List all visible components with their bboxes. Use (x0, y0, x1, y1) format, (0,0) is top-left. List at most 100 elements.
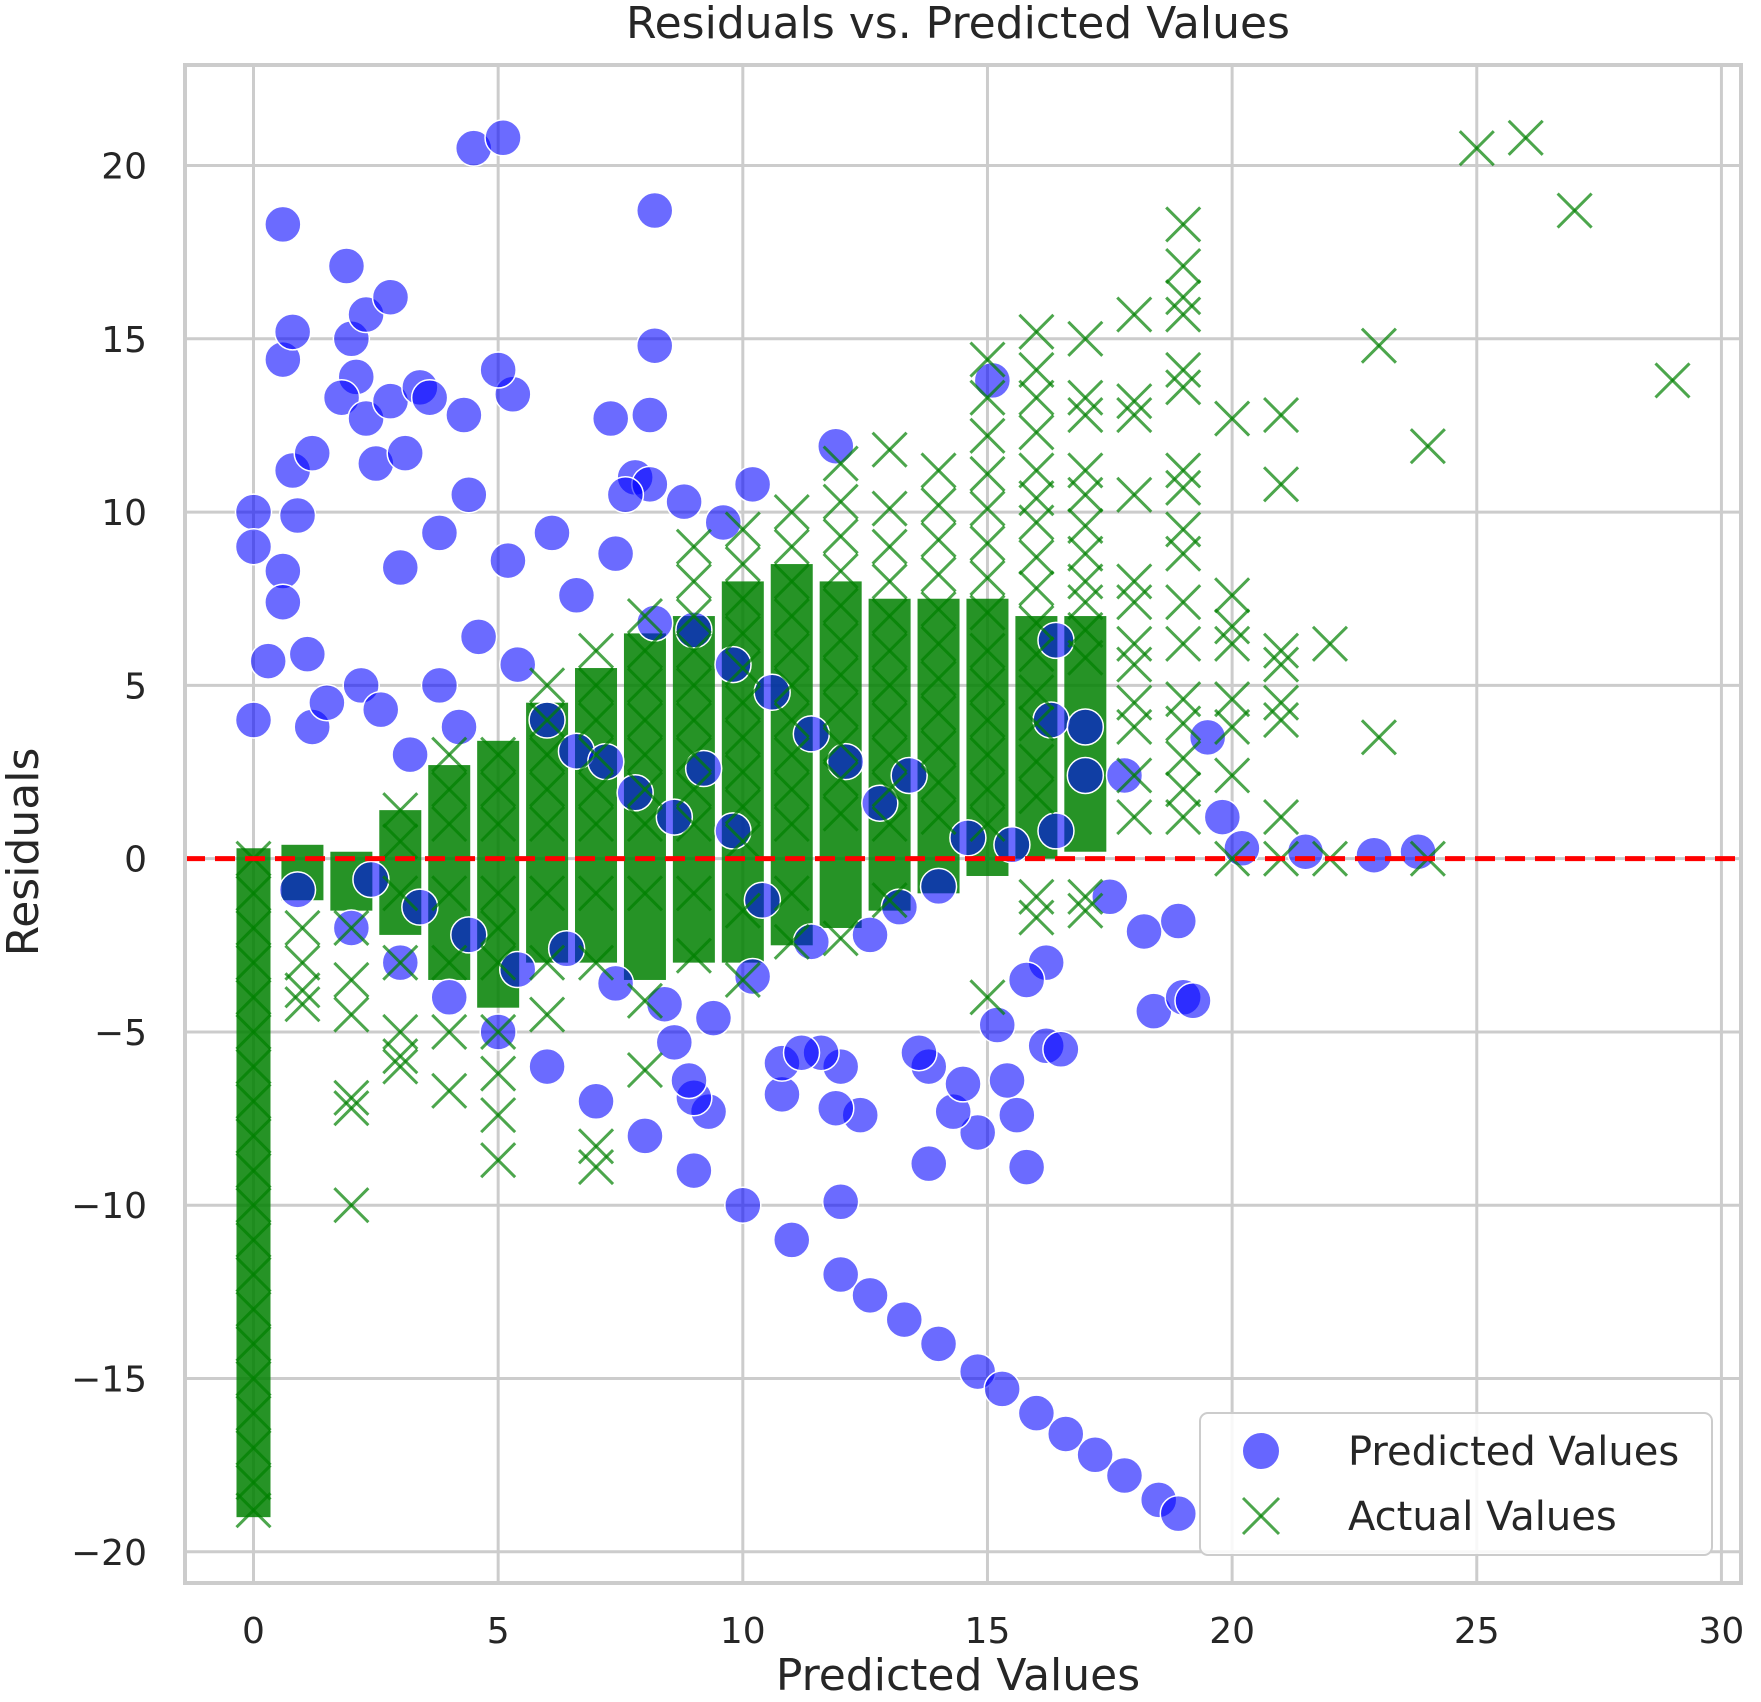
grid-lines (185, 65, 1741, 1583)
predicted-value-point (587, 742, 625, 781)
actual-value-point (284, 986, 321, 1023)
predicted-value-point (1007, 961, 1046, 999)
actual-value-point (1165, 625, 1202, 662)
actual-value-point (1018, 604, 1055, 642)
actual-value-point (1067, 476, 1104, 513)
legend-predicted-label: Predicted Values (1348, 1429, 1679, 1475)
y-axis-ticks: −20 −15 −10 −5 0 5 10 15 20 (71, 147, 147, 1574)
predicted-value-point (391, 735, 429, 774)
actual-value-point (822, 920, 859, 957)
actual-value-point (235, 979, 272, 1016)
actual-value-point (235, 1464, 272, 1501)
legend-actual-marker (1241, 1496, 1281, 1536)
predicted-value-point (694, 999, 733, 1037)
actual-value-point (1018, 705, 1055, 742)
predicted-value-point (851, 916, 889, 954)
actual-value-point (675, 528, 712, 565)
predicted-value-point (704, 503, 742, 542)
x-tick-label: 25 (1454, 1611, 1500, 1652)
actual-value-point (1018, 899, 1055, 936)
actual-value-point (1214, 757, 1251, 794)
predicted-value-point (1203, 798, 1242, 836)
actual-value-point (431, 944, 468, 981)
actual-value-point (626, 771, 664, 808)
actual-value-point (1116, 646, 1153, 683)
actual-value-point (1165, 452, 1202, 489)
actual-value-point (675, 736, 712, 773)
actual-value-point (1214, 681, 1251, 718)
actual-value-point (920, 556, 957, 593)
y-axis-title: Residuals (0, 748, 49, 957)
predicted-value-point (1159, 902, 1198, 940)
actual-value-point (235, 1083, 272, 1120)
actual-value-point (1116, 383, 1153, 420)
predicted-value-point (655, 1023, 694, 1062)
actual-value-point (969, 701, 1006, 739)
actual-value-point (1018, 743, 1055, 780)
predicted-value-point (352, 860, 390, 899)
predicted-value-point (547, 930, 586, 968)
actual-value-point (626, 805, 664, 843)
actual-value-point (529, 701, 566, 739)
actual-value-point (1360, 719, 1397, 756)
y-tick-label: −10 (71, 1186, 147, 1227)
predicted-value-point (249, 642, 287, 680)
actual-value-point (724, 511, 761, 548)
actual-value-point (626, 1052, 664, 1089)
actual-value-point (382, 792, 419, 829)
actual-value-point (969, 525, 1006, 562)
actual-value-point (1165, 296, 1202, 333)
predicted-value-point (264, 583, 302, 621)
predicted-value-point (821, 1255, 860, 1294)
actual-value-point (529, 944, 566, 981)
actual-value-point (773, 701, 810, 739)
actual-value-point (1165, 584, 1202, 621)
actual-value-point (773, 632, 810, 669)
predicted-value-point (327, 247, 366, 285)
predicted-value-point (635, 191, 674, 230)
predicted-value-point (498, 645, 537, 684)
predicted-value-point (577, 1082, 615, 1121)
actual-value-point (626, 597, 664, 635)
actual-value-point (773, 923, 810, 960)
actual-value-point (1165, 279, 1202, 316)
actual-value-point (1067, 892, 1104, 929)
actual-value-point (871, 632, 908, 669)
actual-value-point (1165, 705, 1202, 742)
actual-value-point (724, 615, 761, 652)
actual-value-point (235, 1152, 272, 1189)
actual-value-point (871, 701, 908, 739)
predicted-value-point (1399, 832, 1437, 871)
predicted-value-point (459, 618, 498, 656)
predicted-value-point (606, 476, 645, 514)
predicted-value-point (498, 950, 537, 989)
predicted-value-point (234, 527, 273, 566)
actual-value-point (675, 563, 712, 600)
predicted-value-point (1188, 718, 1227, 757)
actual-value-point (773, 494, 810, 531)
actual-value-point (1214, 577, 1251, 614)
predicted-value-point (817, 1089, 855, 1127)
predicted-value-point (988, 1061, 1026, 1100)
predicted-value-point (234, 701, 273, 739)
x-tick-label: 20 (1209, 1611, 1255, 1652)
predicted-value-point (278, 496, 317, 535)
actual-value-point (480, 909, 517, 947)
predicted-value-point (724, 1186, 762, 1224)
actual-value-point (626, 982, 664, 1019)
x-tick-label: 15 (965, 1611, 1011, 1652)
actual-value-point (1067, 320, 1104, 357)
actual-value-point (480, 944, 517, 981)
actual-value-point (724, 961, 761, 999)
actual-value-point (871, 431, 908, 468)
actual-value-point (480, 1055, 517, 1092)
actual-value-point (577, 1149, 615, 1186)
actual-value-point (1214, 708, 1251, 746)
predicted-value-point (440, 708, 478, 746)
actual-value-point (920, 521, 957, 558)
actual-value-point (577, 632, 615, 669)
predicted-value-point (234, 493, 273, 531)
actual-value-point (626, 736, 664, 773)
actual-value-point (333, 909, 370, 947)
actual-value-point (969, 379, 1006, 416)
